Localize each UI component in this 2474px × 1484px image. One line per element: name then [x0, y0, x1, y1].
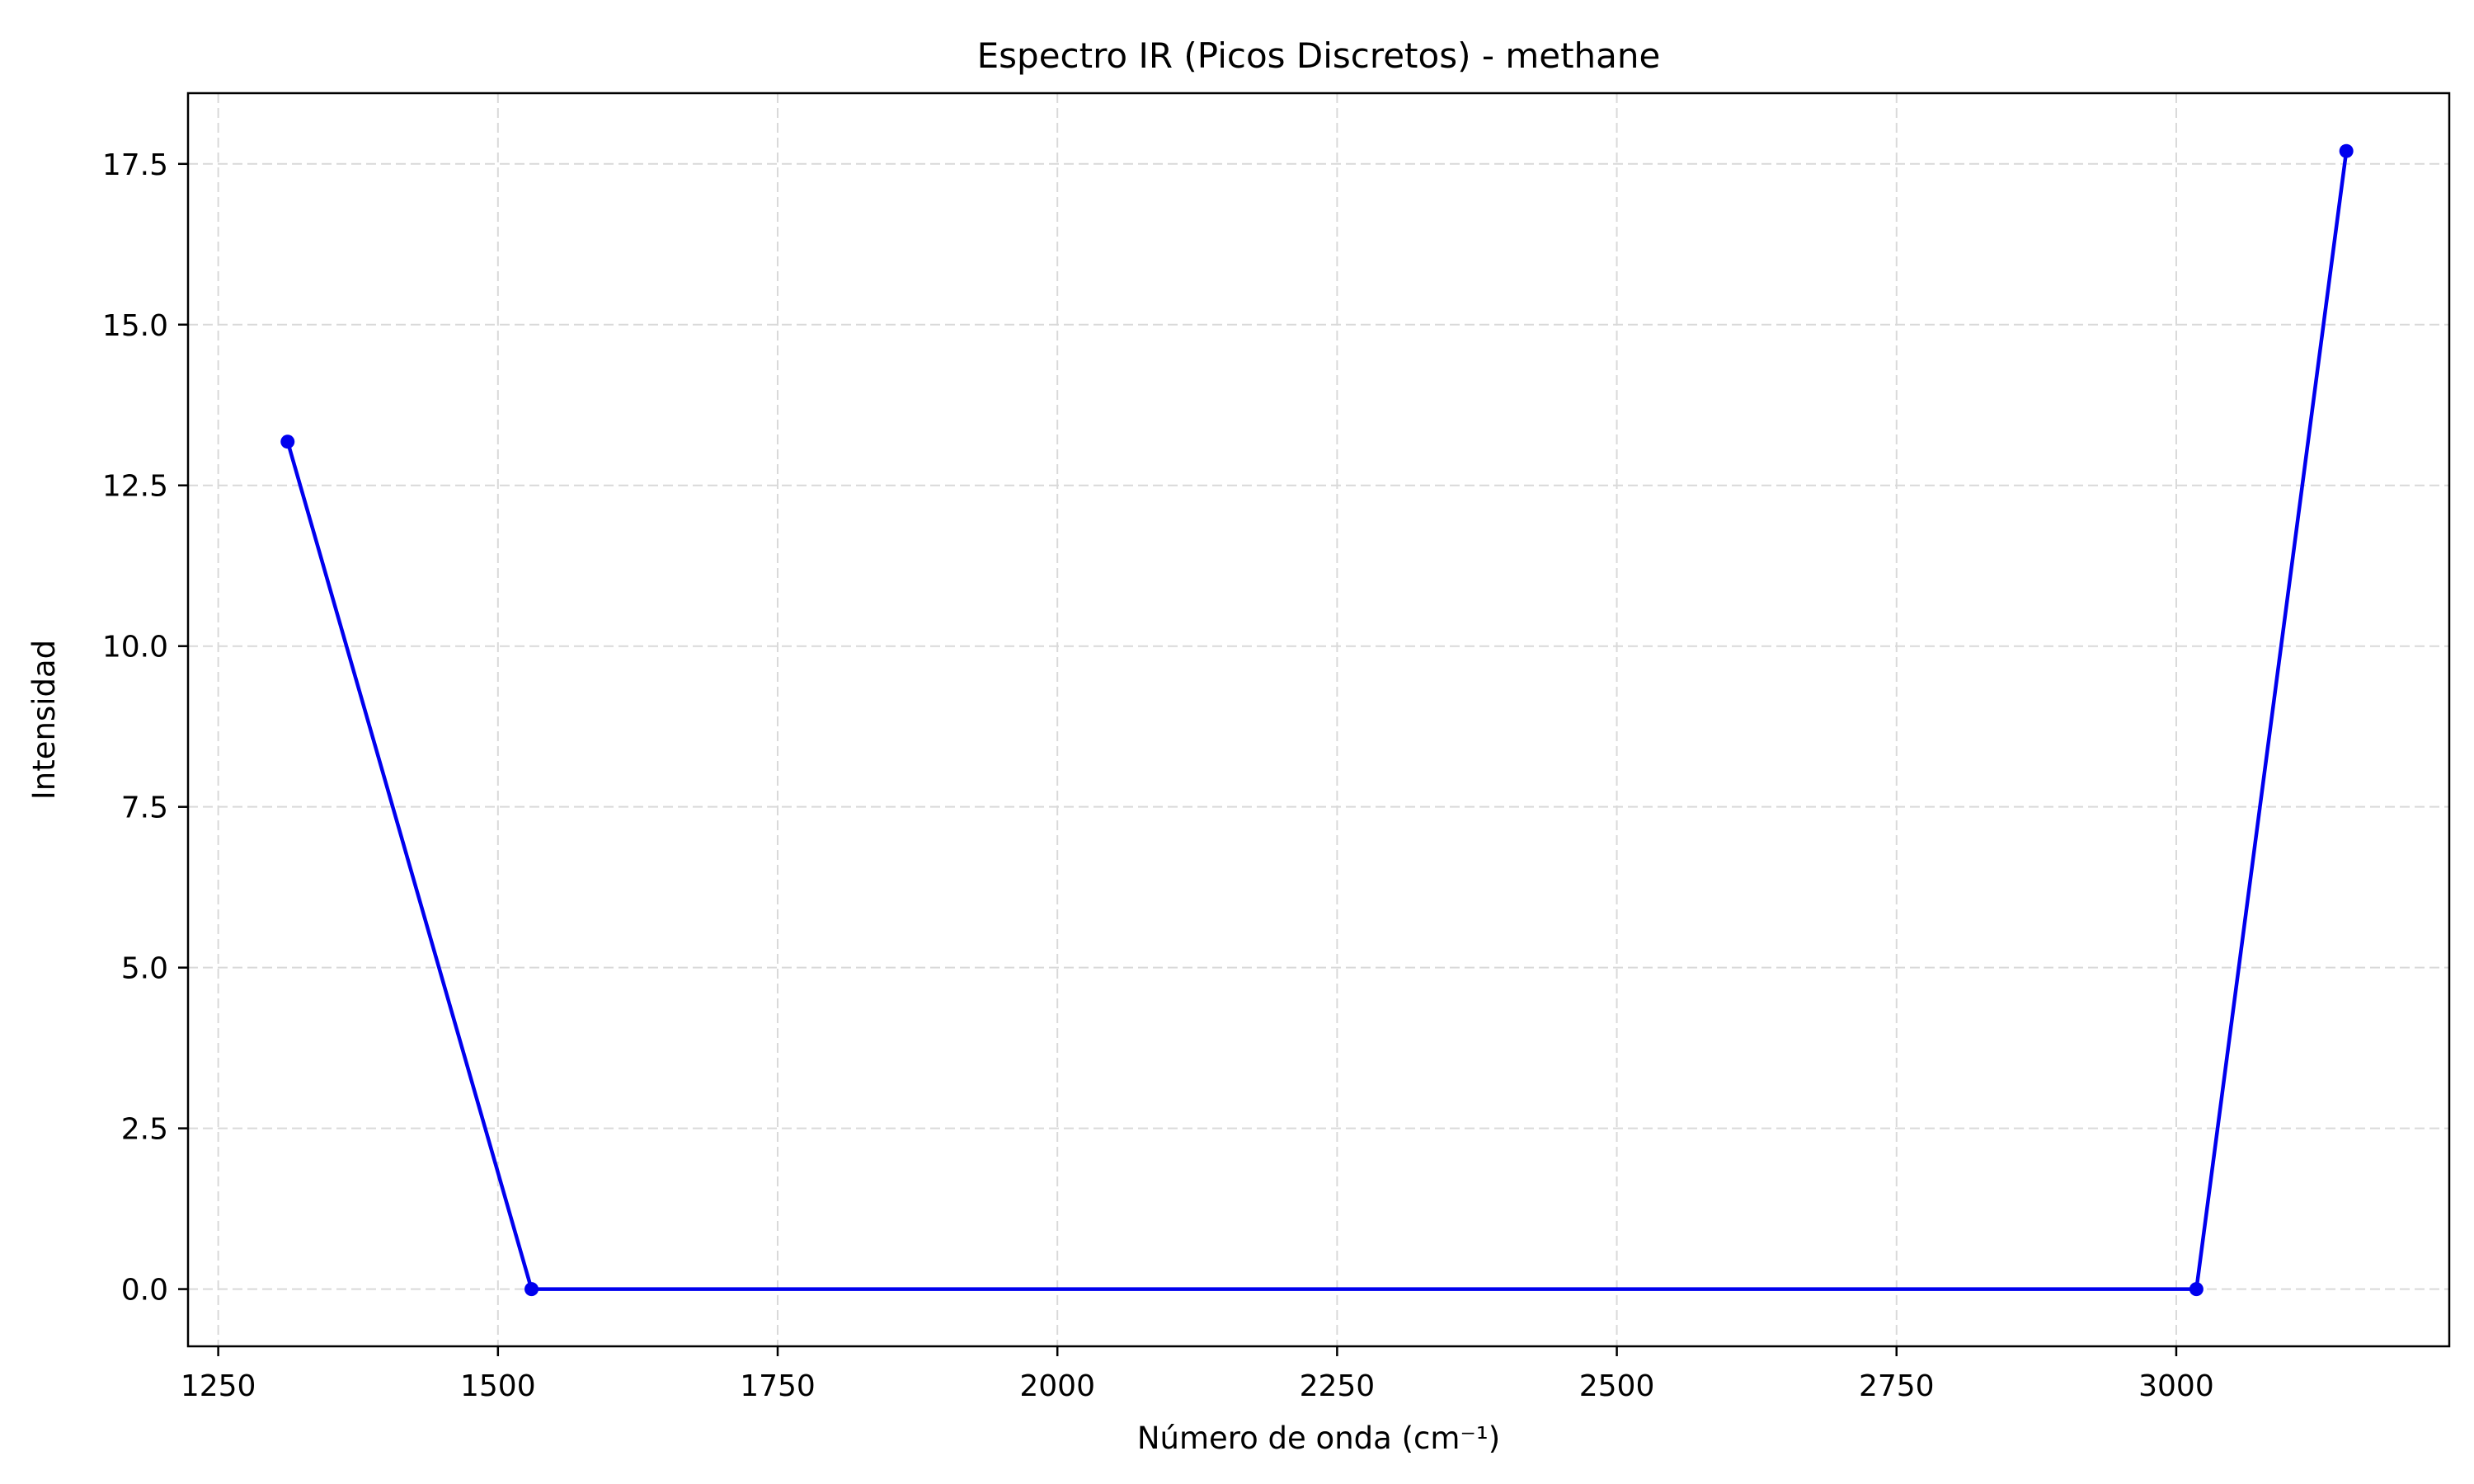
- y-tick-label: 15.0: [102, 309, 168, 343]
- data-point: [2189, 1282, 2204, 1297]
- x-tick-label: 1750: [740, 1369, 816, 1403]
- x-tick-label: 2250: [1300, 1369, 1376, 1403]
- y-tick-label: 5.0: [121, 952, 168, 986]
- x-tick-label: 2750: [1859, 1369, 1935, 1403]
- y-tick-label: 0.0: [121, 1274, 168, 1308]
- chart-title: Espectro IR (Picos Discretos) - methane: [977, 35, 1661, 76]
- x-tick-label: 1250: [181, 1369, 256, 1403]
- y-axis-label: Intensidad: [26, 640, 62, 800]
- x-tick-label: 2500: [1579, 1369, 1655, 1403]
- x-tick-label: 3000: [2138, 1369, 2214, 1403]
- y-tick-label: 2.5: [121, 1113, 168, 1147]
- x-tick-label: 2000: [1019, 1369, 1095, 1403]
- x-axis-label: Número de onda (cm⁻¹): [1137, 1421, 1500, 1456]
- y-tick-label: 12.5: [102, 470, 168, 504]
- series-line: [285, 150, 2349, 1291]
- data-point: [524, 1282, 539, 1297]
- y-tick-label: 17.5: [102, 148, 168, 182]
- y-tick-label: 10.0: [102, 631, 168, 665]
- series-layer: [280, 143, 2354, 1297]
- axis-ticks: 1250 1500 1750 2000 2250 2500 2750 3000 0.0 2.5 5.…: [102, 148, 2214, 1403]
- y-tick-label: 7.5: [121, 791, 168, 825]
- data-point: [280, 434, 295, 449]
- x-tick-label: 1500: [460, 1369, 536, 1403]
- plot-frame: [186, 92, 2451, 1348]
- data-point: [2339, 143, 2354, 158]
